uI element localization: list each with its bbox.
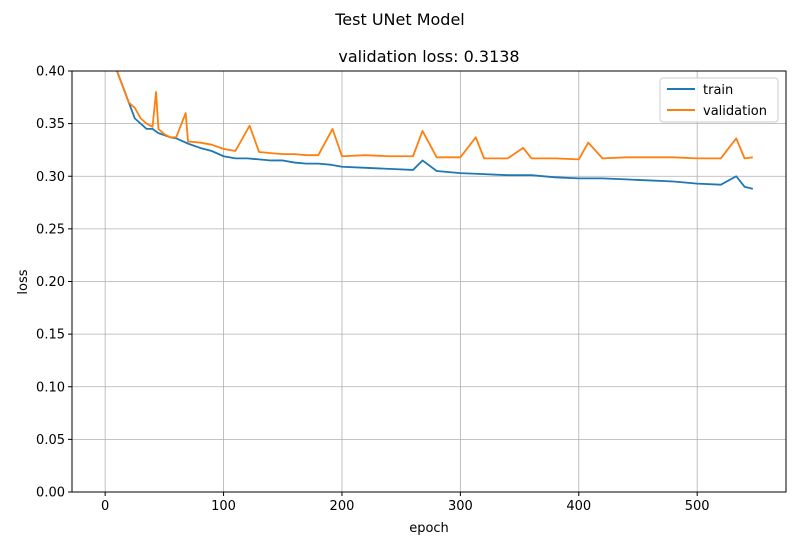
y-tick-label: 0.35: [36, 117, 65, 132]
x-axis-label: epoch: [409, 521, 449, 536]
x-tick-label: 200: [330, 499, 355, 514]
x-tick-label: 100: [211, 499, 236, 514]
legend-train-label: train: [703, 83, 733, 98]
y-tick-label: 0.20: [36, 275, 65, 290]
axis-ticks: 0 100 200 300 400 500 0.00 0.05 0.10 0.15 0.20 0.25…: [36, 65, 710, 515]
series-line-train: [116, 71, 754, 190]
y-tick-label: 0.00: [36, 486, 65, 501]
axes-title: validation loss: 0.3138: [338, 47, 519, 66]
legend: train validation: [659, 77, 779, 123]
y-axis-label: loss: [16, 269, 31, 294]
y-tick-label: 0.10: [36, 380, 65, 395]
y-tick-label: 0.40: [36, 65, 65, 80]
x-tick-label: 300: [448, 499, 473, 514]
x-tick-label: 0: [101, 499, 109, 514]
plot-frame: [71, 70, 787, 493]
legend-validation-label: validation: [703, 104, 767, 119]
x-tick-label: 500: [685, 499, 710, 514]
grid: [72, 70, 786, 493]
y-tick-label: 0.15: [36, 328, 65, 343]
y-tick-label: 0.30: [36, 170, 65, 185]
y-tick-label: 0.25: [36, 222, 65, 237]
series-line-validation: [116, 71, 753, 161]
figure-suptitle: Test UNet Model: [334, 10, 465, 29]
y-tick-label: 0.05: [36, 433, 65, 448]
x-tick-label: 400: [566, 499, 591, 514]
series-lines: [116, 71, 754, 190]
